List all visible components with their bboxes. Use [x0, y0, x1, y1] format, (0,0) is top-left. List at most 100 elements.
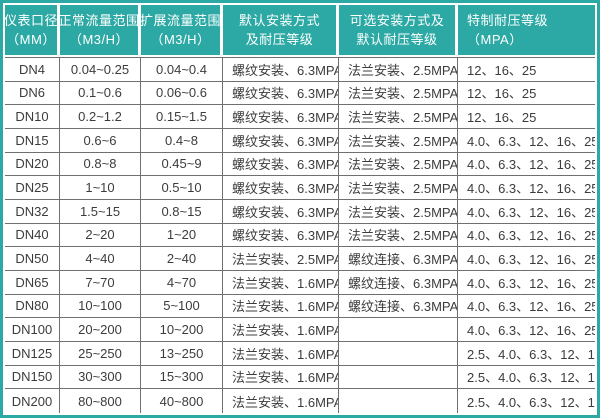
header-line: （M3/H） — [150, 32, 211, 47]
header-line: 仪表口径 — [4, 12, 59, 28]
header-line: 特制耐压等级 — [467, 12, 549, 28]
cell-default-install: 法兰安装、1.6MPA — [223, 389, 339, 413]
cell-optional-install: 螺纹连接、6.3MPA — [339, 247, 458, 270]
cell-normal-flow: 0.6~6 — [60, 128, 141, 152]
cell-optional-install: 法兰安装、2.5MPA — [339, 58, 458, 81]
cell-normal-flow: 4~40 — [60, 247, 141, 270]
header-line: （MPA） — [467, 32, 523, 47]
header-cell-normal-flow: 正常流量范围 （M3/H） — [58, 5, 141, 55]
cell-extended-flow: 0.8~15 — [141, 199, 223, 223]
cell-special-pressure: 4.0、6.3、12、16、25 — [467, 275, 595, 291]
cell-diameter: DN40 — [5, 223, 60, 247]
table-row: DN80 10~100 5~100 法兰安装、1.6MPA 螺纹连接、6.3MP… — [5, 294, 595, 319]
cell-special-pressure: 2.5、4.0、6.3、12、16 — [467, 346, 595, 362]
cell-default-install: 法兰安装、1.6MPA — [223, 318, 339, 341]
header-line: 默认安装方式 — [238, 12, 320, 28]
table-row: DN6 0.1~0.6 0.06~0.6 螺纹安装、6.3MPA 法兰安装、2.… — [5, 81, 595, 106]
header-cell-extended-flow: 扩展流量范围 （M3/H） — [140, 5, 223, 55]
cell-default-install: 法兰安装、1.6MPA — [223, 341, 339, 365]
cell-normal-flow: 1.5~15 — [60, 199, 141, 223]
cell-special-pressure: 4.0、6.3、12、16、25 — [467, 299, 595, 315]
cell-extended-flow: 0.06~0.6 — [141, 81, 223, 105]
cell-optional-install: 法兰安装、2.5MPA — [339, 81, 458, 105]
table-row: DN100 20~200 10~200 法兰安装、1.6MPA 4.0、6.3、… — [5, 318, 595, 342]
cell-extended-flow: 15~300 — [141, 365, 223, 389]
cell-diameter: DN125 — [5, 341, 60, 365]
cell-optional-install: 法兰安装、2.5MPA — [339, 176, 458, 199]
cell-extended-flow: 0.04~0.4 — [141, 58, 223, 81]
table-row: DN65 7~70 4~70 法兰安装、1.6MPA 螺纹连接、6.3MPA 4… — [5, 270, 595, 295]
header-cell-default-install: 默认安装方式 及耐压等级 — [223, 5, 339, 55]
table-row: DN40 2~20 1~20 螺纹安装、6.3MPA 法兰安装、2.5MPA 4… — [5, 223, 595, 248]
header-line: （MM） — [6, 32, 56, 47]
cell-default-install: 螺纹安装、6.3MPA — [223, 152, 339, 176]
cell-optional-install: 法兰安装、2.5MPA — [339, 105, 458, 128]
cell-extended-flow: 5~100 — [141, 294, 223, 318]
table-row: DN15 0.6~6 0.4~8 螺纹安装、6.3MPA 法兰安装、2.5MPA… — [5, 128, 595, 153]
cell-default-install: 法兰安装、2.5MPA — [223, 247, 339, 270]
cell-optional-install: 螺纹连接、6.3MPA — [339, 294, 458, 318]
cell-diameter: DN65 — [5, 270, 60, 294]
header-line: 及耐压等级 — [245, 32, 314, 47]
cell-extended-flow: 0.15~1.5 — [141, 105, 223, 128]
cell-optional-install: 法兰安装、2.5MPA — [339, 152, 458, 176]
cell-default-install: 法兰安装、1.6MPA — [223, 294, 339, 318]
cell-normal-flow: 7~70 — [60, 270, 141, 294]
table-row: DN4 0.04~0.25 0.04~0.4 螺纹安装、6.3MPA 法兰安装、… — [5, 58, 595, 82]
header-line: 正常流量范围 — [58, 12, 140, 28]
cell-default-install: 螺纹安装、6.3MPA — [223, 223, 339, 247]
cell-default-install: 螺纹安装、6.3MPA — [223, 81, 339, 105]
table-header-row: 仪表口径 （MM） 正常流量范围 （M3/H） 扩展流量范围 （M3/H） 默认… — [4, 5, 595, 55]
table-row: DN25 1~10 0.5~10 螺纹安装、6.3MPA 法兰安装、2.5MPA… — [5, 176, 595, 200]
cell-normal-flow: 0.1~0.6 — [60, 81, 141, 105]
cell-default-install: 法兰安装、1.6MPA — [223, 365, 339, 389]
cell-default-install: 法兰安装、1.6MPA — [223, 270, 339, 294]
table-row: DN50 4~40 2~40 法兰安装、2.5MPA 螺纹连接、6.3MPA 4… — [5, 247, 595, 271]
cell-normal-flow: 0.04~0.25 — [60, 58, 141, 81]
cell-optional-install: 法兰安装、2.5MPA — [339, 223, 458, 247]
cell-diameter: DN32 — [5, 199, 60, 223]
header-cell-optional-install: 可选安装方式及 默认耐压等级 — [339, 5, 458, 55]
cell-optional-install — [339, 318, 458, 341]
cell-extended-flow: 13~250 — [141, 341, 223, 365]
cell-special-pressure: 4.0、6.3、12、16、25 — [467, 323, 595, 339]
cell-extended-flow: 2~40 — [141, 247, 223, 270]
header-cell-special-pressure: 特制耐压等级 （MPA） — [458, 5, 595, 55]
cell-normal-flow: 30~300 — [60, 365, 141, 389]
cell-special-pressure: 4.0、6.3、12、16、25 — [467, 181, 595, 197]
cell-normal-flow: 10~100 — [60, 294, 141, 318]
cell-default-install: 螺纹安装、6.3MPA — [223, 176, 339, 199]
cell-default-install: 螺纹安装、6.3MPA — [223, 128, 339, 152]
table-row: DN32 1.5~15 0.8~15 螺纹安装、6.3MPA 法兰安装、2.5M… — [5, 199, 595, 224]
cell-normal-flow: 0.2~1.2 — [60, 105, 141, 128]
cell-special-pressure: 4.0、6.3、12、16、25 — [467, 228, 595, 244]
cell-extended-flow: 40~800 — [141, 389, 223, 413]
cell-diameter: DN25 — [5, 176, 60, 199]
cell-extended-flow: 10~200 — [141, 318, 223, 341]
cell-extended-flow: 0.4~8 — [141, 128, 223, 152]
cell-optional-install: 法兰安装、2.5MPA — [339, 128, 458, 152]
cell-optional-install: 螺纹连接、6.3MPA — [339, 270, 458, 294]
cell-diameter: DN200 — [5, 389, 60, 413]
cell-diameter: DN150 — [5, 365, 60, 389]
cell-special-pressure: 2.5、4.0、6.3、12、16 — [467, 370, 595, 386]
cell-diameter: DN100 — [5, 318, 60, 341]
cell-default-install: 螺纹安装、6.3MPA — [223, 105, 339, 128]
cell-normal-flow: 20~200 — [60, 318, 141, 341]
cell-extended-flow: 1~20 — [141, 223, 223, 247]
cell-extended-flow: 0.45~9 — [141, 152, 223, 176]
header-cell-diameter: 仪表口径 （MM） — [4, 5, 60, 55]
table-row: DN200 80~800 40~800 法兰安装、1.6MPA 2.5、4.0、… — [5, 389, 595, 413]
cell-diameter: DN20 — [5, 152, 60, 176]
table-row: DN20 0.8~8 0.45~9 螺纹安装、6.3MPA 法兰安装、2.5MP… — [5, 152, 595, 177]
cell-special-pressure: 4.0、6.3、12、16、25 — [467, 133, 595, 149]
cell-special-pressure: 2.5、4.0、6.3、12、16 — [467, 394, 595, 410]
cell-normal-flow: 2~20 — [60, 223, 141, 247]
header-line: 可选安装方式及 — [349, 12, 445, 28]
table-body: DN4 0.04~0.25 0.04~0.4 螺纹安装、6.3MPA 法兰安装、… — [5, 57, 595, 413]
cell-default-install: 螺纹安装、6.3MPA — [223, 58, 339, 81]
cell-special-pressure: 4.0、6.3、12、16、25 — [467, 157, 595, 173]
cell-extended-flow: 4~70 — [141, 270, 223, 294]
cell-special-pressure: 4.0、6.3、12、16、25 — [467, 204, 595, 220]
cell-normal-flow: 25~250 — [60, 341, 141, 365]
